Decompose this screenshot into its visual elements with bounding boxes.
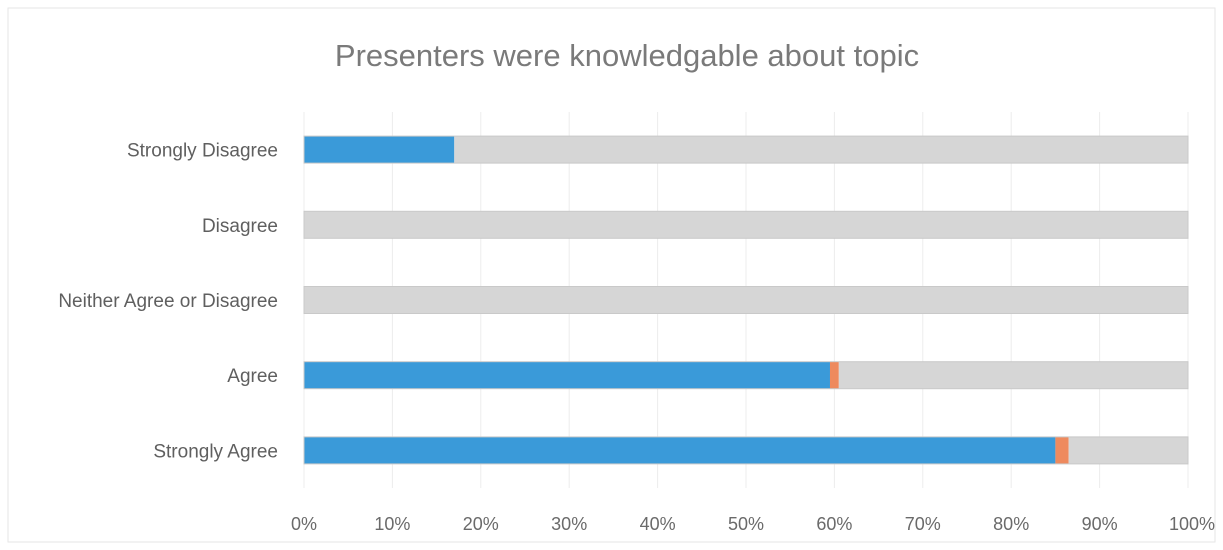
bar-segment [304,211,1188,239]
x-tick-label: 70% [905,514,941,534]
chart-title: Presenters were knowledgable about topic [335,38,919,73]
bar-segment [1068,436,1188,464]
category-label: Strongly Agree [153,441,278,462]
x-tick-label: 0% [291,514,317,534]
bar-segment [304,361,830,389]
category-label: Disagree [202,216,278,237]
category-label: Strongly Disagree [127,141,278,162]
x-tick-label: 30% [551,514,587,534]
bars-group [303,135,1189,465]
bar-outline [303,361,1189,390]
x-tick-label: 80% [993,514,1029,534]
bar-outline [303,210,1189,239]
x-tick-label: 60% [816,514,852,534]
bar-segment [454,136,1188,164]
bar-segment [1055,436,1069,464]
bar-segment [304,436,1056,464]
bar-outline [303,135,1189,164]
x-tick-label: 10% [374,514,410,534]
bar-segment [829,361,839,389]
x-tick-label: 20% [463,514,499,534]
x-tick-label: 40% [640,514,676,534]
x-tick-labels: 0% 10% 20% 30% 40% 50% 60% 70% 80% 90% 100% [291,514,1215,534]
bar-outline [303,436,1189,465]
x-tick-label: 100% [1169,514,1215,534]
category-label: Agree [227,366,278,387]
chart-frame [7,7,1216,543]
bar-segment [304,136,455,164]
category-label: Neither Agree or Disagree [58,291,278,312]
bar-segment [838,361,1188,389]
bar-segment [304,286,1188,314]
x-tick-label: 50% [728,514,764,534]
x-tick-label: 90% [1082,514,1118,534]
bar-outline [303,286,1189,314]
category-labels: Strongly Disagree Disagree Neither Agree o… [58,141,278,463]
